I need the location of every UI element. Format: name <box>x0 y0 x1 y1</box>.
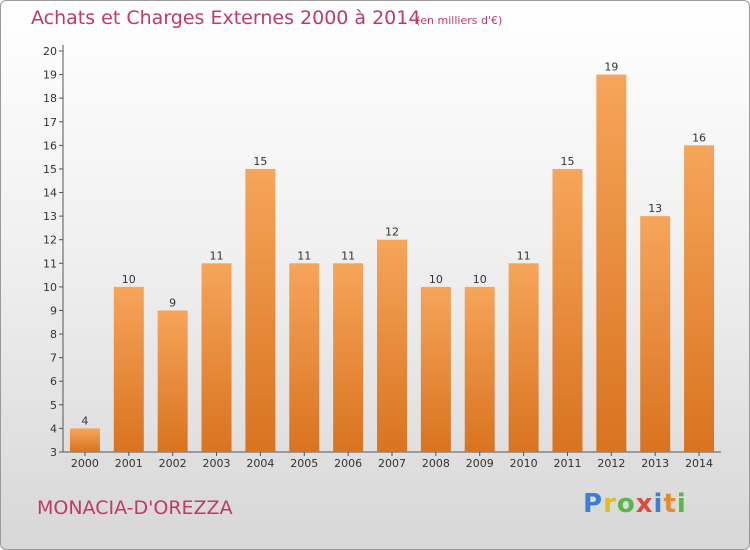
bar <box>464 286 495 452</box>
y-tick-label: 6 <box>50 375 57 388</box>
y-tick-label: 5 <box>50 399 57 412</box>
bar-value-label: 11 <box>341 249 355 262</box>
bar <box>157 310 188 452</box>
bar <box>289 263 320 452</box>
y-tick-label: 9 <box>50 304 57 317</box>
bar <box>245 168 276 453</box>
y-tick-label: 3 <box>50 446 57 459</box>
bar <box>201 263 232 452</box>
bar-value-label: 10 <box>122 273 136 286</box>
x-tick-label: 2004 <box>246 457 274 470</box>
y-tick-label: 10 <box>43 281 57 294</box>
bar <box>420 286 451 452</box>
bar-value-label: 13 <box>648 202 662 215</box>
y-tick-label: 4 <box>50 422 57 435</box>
bar <box>552 168 583 453</box>
x-tick-label: 2002 <box>159 457 187 470</box>
x-tick-label: 2008 <box>422 457 450 470</box>
bar <box>640 216 671 452</box>
y-tick-label: 18 <box>43 92 57 105</box>
x-tick-label: 2009 <box>466 457 494 470</box>
bar-value-label: 15 <box>253 155 267 168</box>
bar <box>596 74 627 453</box>
bar <box>508 263 539 452</box>
y-tick-label: 17 <box>43 116 57 129</box>
bar-value-label: 16 <box>692 131 706 144</box>
bar-value-label: 9 <box>169 296 176 309</box>
x-tick-label: 2000 <box>71 457 99 470</box>
x-tick-label: 2005 <box>290 457 318 470</box>
bar-value-label: 12 <box>385 226 399 239</box>
y-tick-label: 14 <box>43 187 57 200</box>
x-tick-label: 2001 <box>115 457 143 470</box>
y-tick-label: 20 <box>43 45 57 58</box>
bar <box>113 286 144 452</box>
bar-value-label: 19 <box>604 61 618 74</box>
bar <box>684 145 715 452</box>
bar-value-label: 11 <box>517 249 531 262</box>
y-tick-label: 19 <box>43 69 57 82</box>
bar-value-label: 11 <box>210 249 224 262</box>
x-tick-label: 2003 <box>203 457 231 470</box>
bar-value-label: 10 <box>473 273 487 286</box>
commune-name: MONACIA-D'OREZZA <box>37 497 233 519</box>
y-tick-label: 11 <box>43 257 57 270</box>
bar <box>377 239 407 452</box>
y-tick-label: 12 <box>43 234 57 247</box>
x-tick-label: 2014 <box>685 457 713 470</box>
chart-title: Achats et Charges Externes 2000 à 2014 <box>31 7 421 29</box>
bar-value-label: 4 <box>81 414 88 427</box>
x-tick-label: 2007 <box>378 457 406 470</box>
bar-value-label: 11 <box>297 249 311 262</box>
x-tick-label: 2010 <box>510 457 538 470</box>
x-tick-label: 2011 <box>553 457 581 470</box>
bar-value-label: 15 <box>560 155 574 168</box>
proxiti-logo: Proxiti <box>583 489 687 519</box>
y-tick-label: 7 <box>50 352 57 365</box>
chart-subtitle: (en milliers d'€) <box>416 14 503 27</box>
bar <box>333 263 364 452</box>
y-tick-label: 13 <box>43 210 57 223</box>
bar <box>69 428 100 452</box>
x-tick-label: 2012 <box>597 457 625 470</box>
y-tick-label: 16 <box>43 139 57 152</box>
y-tick-label: 8 <box>50 328 57 341</box>
bar-value-label: 10 <box>429 273 443 286</box>
x-tick-label: 2006 <box>334 457 362 470</box>
x-tick-label: 2013 <box>641 457 669 470</box>
y-tick-label: 15 <box>43 163 57 176</box>
